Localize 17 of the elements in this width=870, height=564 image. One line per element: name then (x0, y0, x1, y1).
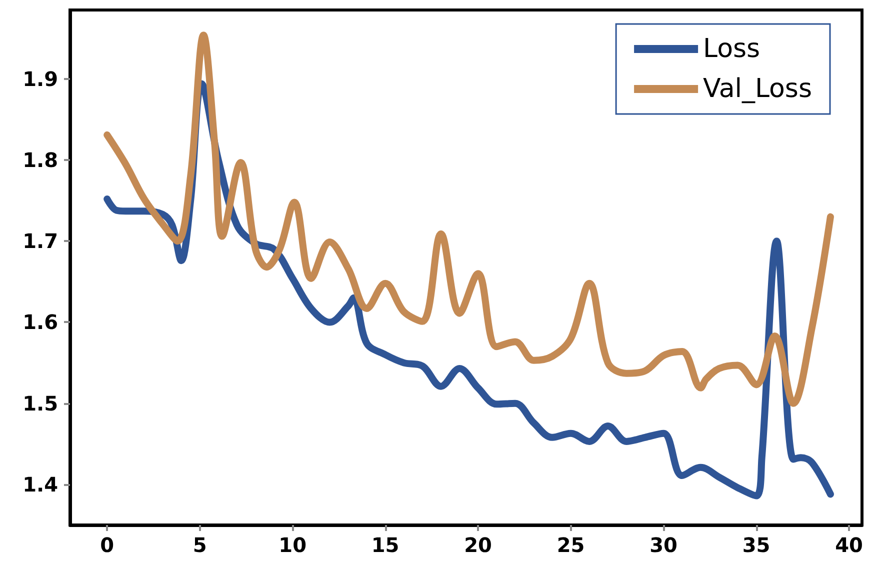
x-tick-label: 10 (278, 533, 306, 557)
x-tick-label: 25 (556, 533, 585, 557)
x-tick-label: 15 (371, 533, 400, 557)
legend-label: Loss (703, 34, 760, 64)
y-tick-label: 1.4 (22, 472, 58, 496)
y-tick-label: 1.5 (22, 391, 58, 416)
y-tick-label: 1.9 (22, 66, 58, 91)
legend-label: Val_Loss (703, 74, 812, 104)
x-tick-label: 20 (464, 533, 492, 557)
y-tick-label: 1.8 (22, 148, 58, 172)
x-tick-label: 40 (835, 533, 863, 557)
y-tick-label: 1.6 (22, 310, 58, 334)
x-tick-label: 0 (100, 533, 114, 557)
y-tick-label: 1.7 (22, 229, 58, 254)
x-tick-label: 5 (192, 533, 207, 557)
x-tick-label: 35 (742, 533, 770, 557)
x-tick-label: 30 (650, 533, 678, 557)
